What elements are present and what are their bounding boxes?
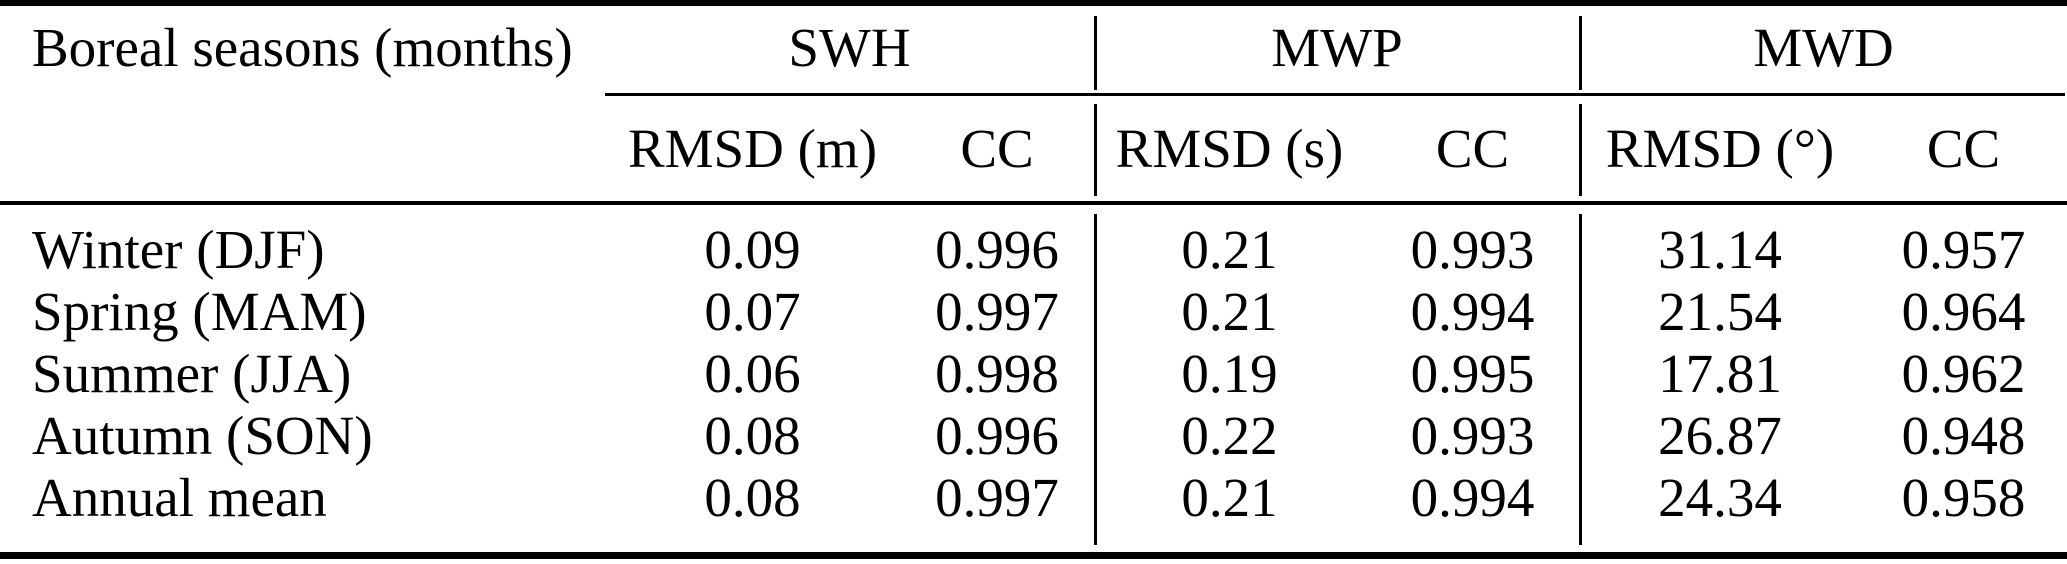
divider-swh-mwp-body-segment bbox=[1094, 214, 1097, 545]
divider-mwp-mwd-body-segment bbox=[1579, 214, 1582, 545]
cell-swh-cc: 0.998 bbox=[935, 343, 1059, 404]
cell-mwd-cc: 0.964 bbox=[1901, 281, 2026, 342]
row-label-season: Summer (JJA) bbox=[32, 343, 352, 404]
row-label-season: Spring (MAM) bbox=[32, 281, 367, 342]
group-header-mwd: MWD bbox=[1753, 17, 1894, 78]
divider-mwp-mwd-header-segment bbox=[1579, 16, 1582, 90]
cell-mwp-rmsd: 0.21 bbox=[1181, 219, 1278, 280]
subheader-mwp-cc: CC bbox=[1435, 117, 1510, 179]
cell-mwp-rmsd: 0.21 bbox=[1181, 467, 1278, 528]
group-header-mwp: MWP bbox=[1271, 17, 1403, 78]
cell-swh-cc: 0.997 bbox=[935, 467, 1059, 528]
cell-mwp-cc: 0.994 bbox=[1410, 467, 1535, 528]
cell-mwd-rmsd: 17.81 bbox=[1658, 343, 1782, 404]
cell-mwd-cc: 0.957 bbox=[1901, 219, 2026, 280]
cell-mwp-cc: 0.993 bbox=[1410, 405, 1535, 466]
cell-swh-rmsd: 0.09 bbox=[704, 219, 801, 280]
cell-mwd-cc: 0.948 bbox=[1901, 405, 2026, 466]
row-label-season: Autumn (SON) bbox=[32, 405, 373, 466]
subheader-mwd-cc: CC bbox=[1926, 117, 2001, 179]
subheader-rule bbox=[0, 201, 2067, 205]
top-rule bbox=[0, 0, 2067, 6]
table-row: Winter (DJF) 0.09 0.996 0.21 0.993 31.14… bbox=[0, 218, 2067, 280]
cell-mwd-rmsd: 26.87 bbox=[1658, 405, 1782, 466]
cell-swh-rmsd: 0.08 bbox=[704, 467, 801, 528]
table-row: Annual mean 0.08 0.997 0.21 0.994 24.34 … bbox=[0, 466, 2067, 528]
subheader-row: RMSD (m) CC RMSD (s) CC RMSD (°) CC bbox=[0, 95, 2067, 201]
subheader-swh-rmsd: RMSD (m) bbox=[627, 117, 878, 179]
subheader-mwd-rmsd: RMSD (°) bbox=[1605, 117, 1835, 179]
cell-mwp-cc: 0.993 bbox=[1410, 219, 1535, 280]
subheader-mwp-rmsd: RMSD (s) bbox=[1115, 117, 1344, 179]
group-header-swh: SWH bbox=[788, 17, 911, 78]
cell-mwp-cc: 0.994 bbox=[1410, 281, 1535, 342]
cell-swh-cc: 0.996 bbox=[935, 219, 1059, 280]
row-label-season: Winter (DJF) bbox=[32, 219, 325, 280]
table-row: Autumn (SON) 0.08 0.996 0.22 0.993 26.87… bbox=[0, 404, 2067, 466]
cell-mwd-cc: 0.962 bbox=[1901, 343, 2026, 404]
cell-swh-cc: 0.996 bbox=[935, 405, 1059, 466]
cell-swh-cc: 0.997 bbox=[935, 281, 1059, 342]
cell-mwp-rmsd: 0.21 bbox=[1181, 281, 1278, 342]
divider-swh-mwp-header-segment bbox=[1094, 16, 1097, 90]
table-row: Summer (JJA) 0.06 0.998 0.19 0.995 17.81… bbox=[0, 342, 2067, 404]
divider-mwp-mwd-subheader-segment bbox=[1579, 104, 1582, 196]
cell-swh-rmsd: 0.07 bbox=[704, 281, 801, 342]
cell-mwd-rmsd: 21.54 bbox=[1658, 281, 1782, 342]
group-header-rule bbox=[605, 93, 2065, 96]
column-header-seasons: Boreal seasons (months) bbox=[32, 17, 573, 78]
divider-swh-mwp-subheader-segment bbox=[1094, 104, 1097, 196]
group-header-row: Boreal seasons (months) SWH MWP MWD bbox=[0, 0, 2067, 95]
cell-mwd-rmsd: 31.14 bbox=[1658, 219, 1782, 280]
cell-mwd-cc: 0.958 bbox=[1901, 467, 2026, 528]
row-label-season: Annual mean bbox=[32, 467, 327, 528]
cell-mwp-rmsd: 0.22 bbox=[1181, 405, 1278, 466]
subheader-swh-cc: CC bbox=[960, 117, 1034, 179]
cell-mwp-cc: 0.995 bbox=[1410, 343, 1535, 404]
cell-swh-rmsd: 0.08 bbox=[704, 405, 801, 466]
cell-mwp-rmsd: 0.19 bbox=[1181, 343, 1278, 404]
table-row: Spring (MAM) 0.07 0.997 0.21 0.994 21.54… bbox=[0, 280, 2067, 342]
bottom-rule bbox=[0, 552, 2067, 559]
cell-swh-rmsd: 0.06 bbox=[704, 343, 801, 404]
cell-mwd-rmsd: 24.34 bbox=[1658, 467, 1782, 528]
